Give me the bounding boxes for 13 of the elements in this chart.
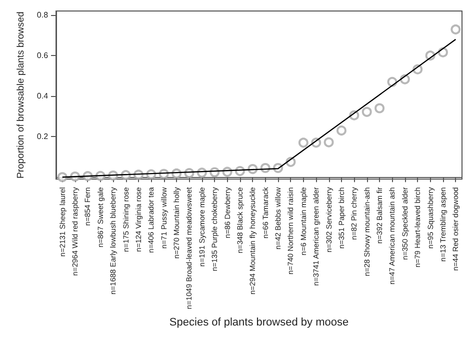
x-axis-title: Species of plants browsed by moose [169, 316, 349, 328]
point [374, 103, 385, 114]
y-tick-label: 0.2 [36, 132, 49, 142]
y-tick-label: 0.4 [36, 92, 49, 101]
point [57, 172, 68, 182]
y-tick-label: 0.6 [36, 51, 49, 60]
point [336, 126, 346, 136]
y-axis-title: Proportion of browsable plants browsed [16, 12, 26, 179]
point [298, 138, 308, 148]
point [362, 106, 372, 117]
point [450, 24, 461, 34]
y-tick-label: 0.8 [36, 10, 49, 20]
point [324, 137, 334, 148]
